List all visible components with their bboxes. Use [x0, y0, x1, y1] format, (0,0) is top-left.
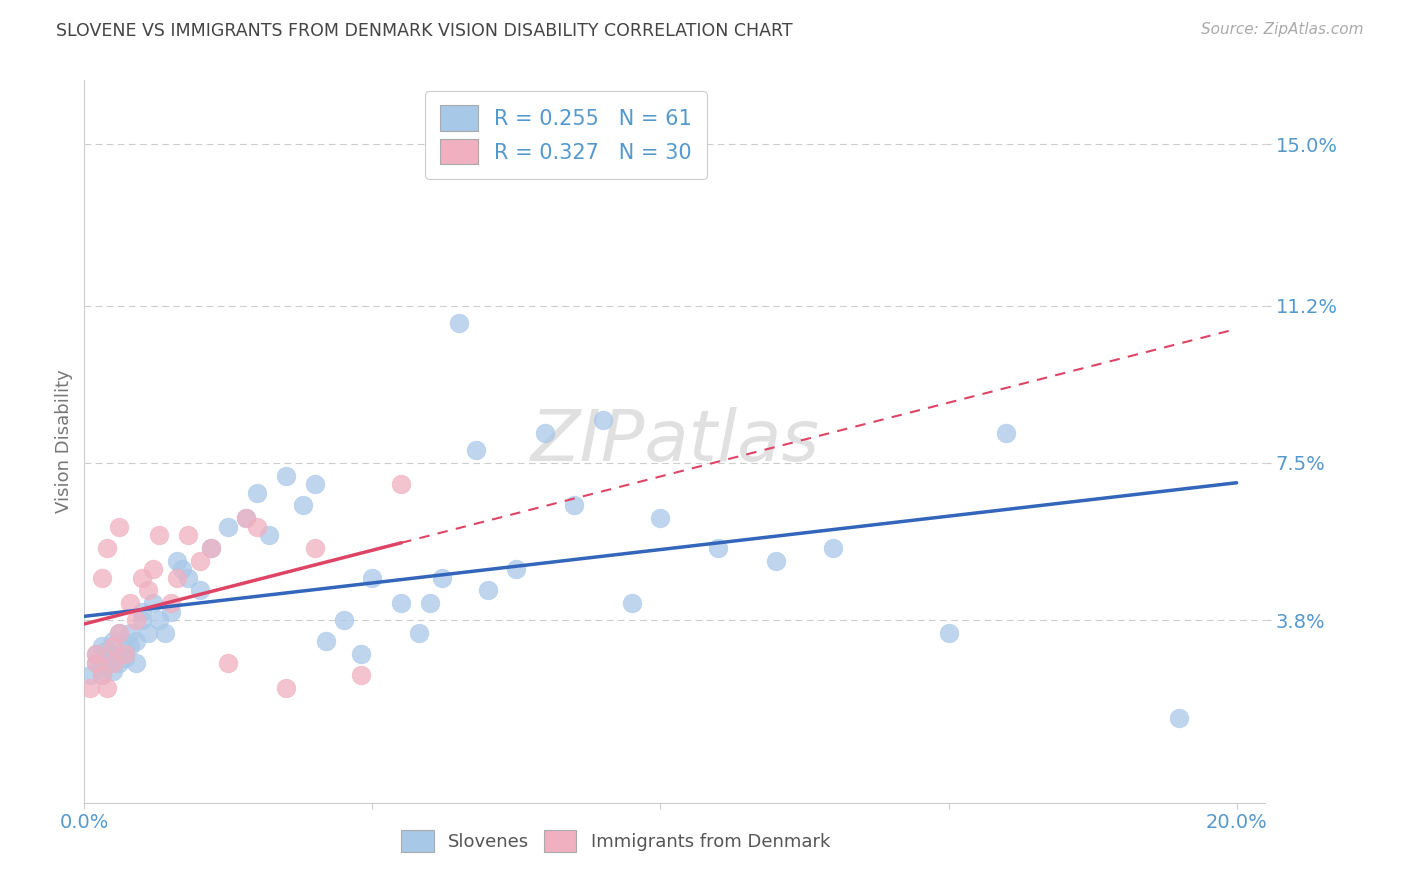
Point: [188, 553, 211, 567]
Point: [125, 656, 148, 670]
Point: [166, 570, 188, 584]
Point: [148, 613, 170, 627]
Point: [131, 605, 153, 619]
Point: [257, 528, 280, 542]
Point: [592, 413, 614, 427]
Point: [200, 541, 222, 555]
Point: [217, 656, 239, 670]
Point: [114, 651, 136, 665]
Point: [108, 519, 131, 533]
Point: [142, 596, 165, 610]
Point: [90, 668, 112, 682]
Point: [188, 583, 211, 598]
Point: [217, 519, 239, 533]
Point: [96, 642, 118, 657]
Point: [136, 625, 159, 640]
Point: [148, 528, 170, 542]
Text: ZIPatlas: ZIPatlas: [530, 407, 820, 476]
Legend: Slovenes, Immigrants from Denmark: Slovenes, Immigrants from Denmark: [394, 822, 838, 859]
Point: [1168, 711, 1191, 725]
Point: [142, 562, 165, 576]
Point: [166, 553, 188, 567]
Point: [153, 625, 176, 640]
Point: [274, 681, 297, 695]
Text: SLOVENE VS IMMIGRANTS FROM DENMARK VISION DISABILITY CORRELATION CHART: SLOVENE VS IMMIGRANTS FROM DENMARK VISIO…: [56, 22, 793, 40]
Point: [177, 528, 200, 542]
Point: [101, 656, 124, 670]
Point: [389, 477, 412, 491]
Point: [361, 570, 384, 584]
Point: [304, 541, 326, 555]
Point: [246, 519, 269, 533]
Point: [505, 562, 527, 576]
Point: [114, 647, 136, 661]
Point: [938, 625, 960, 640]
Point: [650, 511, 672, 525]
Point: [419, 596, 441, 610]
Point: [125, 634, 148, 648]
Point: [120, 625, 142, 640]
Point: [534, 425, 557, 440]
Point: [159, 605, 181, 619]
Point: [350, 647, 373, 661]
Point: [235, 511, 257, 525]
Point: [79, 668, 101, 682]
Point: [131, 570, 153, 584]
Point: [200, 541, 222, 555]
Point: [465, 443, 488, 458]
Point: [389, 596, 412, 610]
Point: [332, 613, 354, 627]
Text: Source: ZipAtlas.com: Source: ZipAtlas.com: [1201, 22, 1364, 37]
Y-axis label: Vision Disability: Vision Disability: [55, 369, 73, 514]
Point: [315, 634, 337, 648]
Point: [84, 656, 107, 670]
Point: [159, 596, 181, 610]
Point: [101, 639, 124, 653]
Point: [84, 647, 107, 661]
Point: [120, 596, 142, 610]
Point: [90, 668, 112, 682]
Point: [707, 541, 730, 555]
Point: [90, 639, 112, 653]
Point: [125, 613, 148, 627]
Point: [79, 681, 101, 695]
Point: [408, 625, 430, 640]
Point: [96, 656, 118, 670]
Point: [108, 656, 131, 670]
Point: [350, 668, 373, 682]
Point: [90, 570, 112, 584]
Point: [562, 498, 585, 512]
Point: [292, 498, 315, 512]
Point: [246, 485, 269, 500]
Point: [274, 468, 297, 483]
Point: [114, 642, 136, 657]
Point: [131, 613, 153, 627]
Point: [477, 583, 499, 598]
Point: [304, 477, 326, 491]
Point: [101, 664, 124, 678]
Point: [447, 316, 470, 330]
Point: [136, 583, 159, 598]
Point: [177, 570, 200, 584]
Point: [84, 647, 107, 661]
Point: [995, 425, 1018, 440]
Point: [430, 570, 453, 584]
Point: [96, 681, 118, 695]
Point: [101, 647, 124, 661]
Point: [84, 656, 107, 670]
Point: [101, 634, 124, 648]
Point: [620, 596, 643, 610]
Point: [96, 541, 118, 555]
Point: [90, 660, 112, 674]
Point: [765, 553, 787, 567]
Point: [172, 562, 194, 576]
Point: [120, 639, 142, 653]
Point: [235, 511, 257, 525]
Point: [108, 625, 131, 640]
Point: [108, 625, 131, 640]
Point: [823, 541, 845, 555]
